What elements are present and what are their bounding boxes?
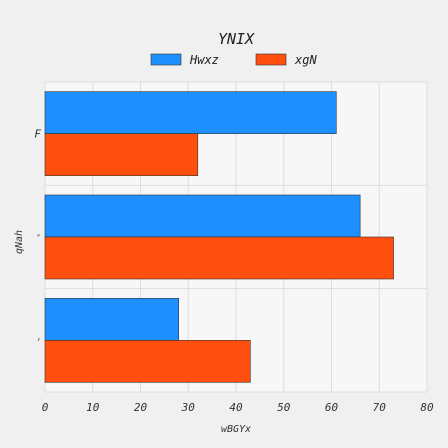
x-tick-label: 50 xyxy=(277,401,291,414)
bars xyxy=(44,91,394,383)
bar-hwxz-0 xyxy=(44,91,337,134)
y-categories: Fᴷ ʸ xyxy=(34,128,41,345)
x-tick-label: 40 xyxy=(229,401,243,414)
bar-xgn-0 xyxy=(44,133,199,176)
x-tick-label: 30 xyxy=(181,401,196,414)
legend: Hwxz xgN xyxy=(150,53,317,67)
x-axis-label: wBGYx xyxy=(221,424,251,435)
bar-xgn-1 xyxy=(44,236,394,280)
x-tick-label: 80 xyxy=(420,401,434,414)
category-label: ʸ xyxy=(37,336,41,344)
x-tick-label: 60 xyxy=(325,401,339,414)
chart-title: YNIX xyxy=(218,30,255,48)
category-label: F xyxy=(34,128,41,141)
category-label: ᴷ xyxy=(37,233,41,241)
y-axis-label: qNah xyxy=(14,230,25,254)
legend-swatch-hwxz xyxy=(150,53,182,66)
bar-hwxz-2 xyxy=(44,298,179,341)
bar-xgn-2 xyxy=(44,340,251,383)
x-tick-label: 10 xyxy=(86,401,100,414)
x-ticks: 0 10 20 30 40 50 60 70 80 xyxy=(42,401,434,414)
x-tick-label: 70 xyxy=(373,401,387,414)
legend-swatch-xgn xyxy=(255,53,287,66)
bar-hwxz-1 xyxy=(44,194,361,238)
x-tick-label: 0 xyxy=(42,401,49,414)
x-tick-label: 20 xyxy=(134,401,148,414)
legend-label-xgn: xgN xyxy=(294,53,317,67)
legend-label-hwxz: Hwxz xyxy=(189,53,219,67)
